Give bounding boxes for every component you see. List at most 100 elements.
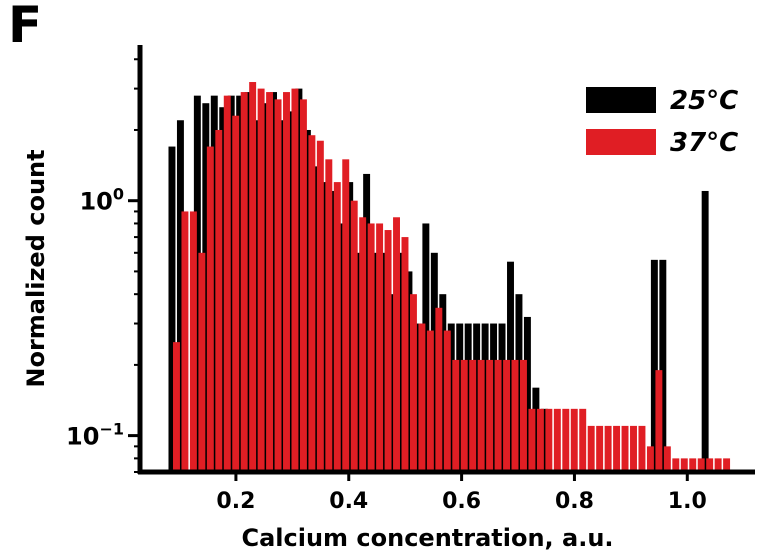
bar-37c-55 bbox=[638, 425, 646, 472]
bar-37c-27 bbox=[401, 237, 409, 472]
bar-25c-35 bbox=[473, 323, 481, 472]
bar-25c-26 bbox=[397, 252, 404, 472]
bar-37c-45 bbox=[553, 408, 561, 472]
bar-37c-6 bbox=[223, 95, 231, 473]
bar-37c-33 bbox=[452, 359, 460, 472]
bar-25c-5 bbox=[219, 107, 227, 473]
bar-37c-8 bbox=[240, 92, 248, 472]
bar-37c-19 bbox=[333, 182, 341, 472]
panel-label: F bbox=[8, 0, 43, 54]
bar-25c-33 bbox=[456, 323, 464, 472]
bar-25c-43 bbox=[540, 408, 548, 472]
bar-25c-3 bbox=[202, 103, 210, 473]
bar-37c-59 bbox=[672, 458, 680, 472]
bar-37c-56 bbox=[646, 446, 654, 472]
bar-37c-65 bbox=[723, 458, 731, 472]
bar-37c-1 bbox=[181, 211, 189, 472]
bar-25c-25 bbox=[388, 294, 396, 472]
bar-25c-1 bbox=[176, 120, 184, 472]
bar-37c-41 bbox=[520, 359, 527, 472]
bar-25c-36 bbox=[481, 323, 489, 472]
bar-37c-39 bbox=[503, 359, 511, 472]
bar-37c-42 bbox=[528, 408, 536, 472]
bar-25c-41 bbox=[523, 316, 531, 472]
bar-37c-37 bbox=[486, 359, 494, 472]
legend-label-0: 25°C bbox=[670, 86, 738, 116]
bar-25c-12 bbox=[278, 120, 286, 472]
bar-25c-20 bbox=[346, 182, 354, 472]
bar-37c-52 bbox=[613, 425, 621, 472]
bar-37c-23 bbox=[367, 223, 375, 472]
bar-25c-11 bbox=[270, 92, 277, 472]
bar-25c-9 bbox=[253, 120, 261, 472]
bar-37c-48 bbox=[579, 408, 587, 472]
bar-37c-63 bbox=[706, 458, 714, 472]
bar-37c-17 bbox=[316, 140, 324, 473]
bar-37c-46 bbox=[562, 408, 570, 472]
bar-37c-50 bbox=[596, 425, 604, 472]
bar-37c-49 bbox=[587, 425, 595, 472]
bar-37c-60 bbox=[680, 458, 688, 472]
bar-25c-32 bbox=[447, 323, 455, 472]
bar-25c-17 bbox=[320, 182, 328, 472]
bar-37c-3 bbox=[198, 252, 206, 472]
bar-25c-40 bbox=[515, 294, 523, 472]
bar-37c-31 bbox=[435, 307, 443, 472]
legend-label-1: 37°C bbox=[670, 128, 738, 158]
bar-37c-13 bbox=[283, 92, 290, 472]
bar-25c-8 bbox=[244, 92, 252, 472]
bar-37c-61 bbox=[689, 458, 697, 472]
bar-25c-44 bbox=[650, 259, 658, 472]
bar-37c-34 bbox=[460, 359, 468, 472]
bar-25c-15 bbox=[303, 129, 311, 473]
bar-37c-43 bbox=[536, 408, 544, 472]
bar-25c-0 bbox=[168, 146, 176, 472]
bar-25c-28 bbox=[413, 323, 421, 472]
bar-25c-23 bbox=[371, 252, 379, 472]
bar-25c-45 bbox=[659, 259, 667, 472]
bar-37c-22 bbox=[359, 217, 367, 472]
y-tick-label-0: 100 bbox=[79, 185, 124, 216]
bar-25c-21 bbox=[354, 252, 362, 472]
bar-25c-27 bbox=[405, 271, 413, 472]
bar-25c-18 bbox=[329, 190, 337, 472]
bar-37c-44 bbox=[545, 408, 553, 472]
bar-37c-64 bbox=[714, 458, 722, 472]
x-axis-label: Calcium concentration, a.u. bbox=[241, 524, 613, 552]
bar-25c-29 bbox=[422, 223, 430, 472]
bar-37c-16 bbox=[308, 135, 316, 472]
bar-25c-7 bbox=[236, 95, 244, 473]
bar-37c-10 bbox=[257, 88, 265, 473]
bar-37c-15 bbox=[299, 99, 307, 473]
bar-25c-4 bbox=[210, 95, 218, 473]
bar-25c-2 bbox=[193, 95, 201, 473]
x-tick-label-0: 0.2 bbox=[216, 489, 255, 514]
x-tick-label-4: 1.0 bbox=[668, 489, 707, 514]
x-tick-label-2: 0.6 bbox=[442, 489, 481, 514]
y-tick-label-1: 10−1 bbox=[66, 420, 124, 451]
bar-25c-14 bbox=[295, 88, 303, 473]
bar-37c-35 bbox=[469, 359, 477, 472]
bar-37c-0 bbox=[173, 342, 180, 472]
y-axis-label: Normalized count bbox=[22, 149, 50, 387]
bar-37c-7 bbox=[232, 115, 240, 472]
x-tick-label-1: 0.4 bbox=[329, 489, 368, 514]
bar-25c-39 bbox=[507, 261, 514, 472]
bar-37c-5 bbox=[215, 129, 223, 473]
bar-37c-54 bbox=[630, 425, 637, 472]
bar-37c-24 bbox=[376, 223, 384, 472]
bar-37c-62 bbox=[697, 458, 705, 472]
bar-37c-20 bbox=[342, 159, 350, 472]
bar-25c-42 bbox=[532, 387, 540, 472]
bar-37c-11 bbox=[266, 92, 274, 472]
bar-25c-13 bbox=[286, 111, 294, 472]
bar-37c-28 bbox=[409, 294, 417, 472]
bar-25c-30 bbox=[430, 252, 438, 472]
bar-37c-38 bbox=[494, 359, 502, 472]
bar-37c-26 bbox=[393, 217, 400, 472]
bar-37c-29 bbox=[418, 323, 426, 472]
bar-37c-25 bbox=[384, 230, 392, 472]
bar-37c-2 bbox=[189, 211, 197, 472]
bar-37c-9 bbox=[249, 82, 257, 473]
